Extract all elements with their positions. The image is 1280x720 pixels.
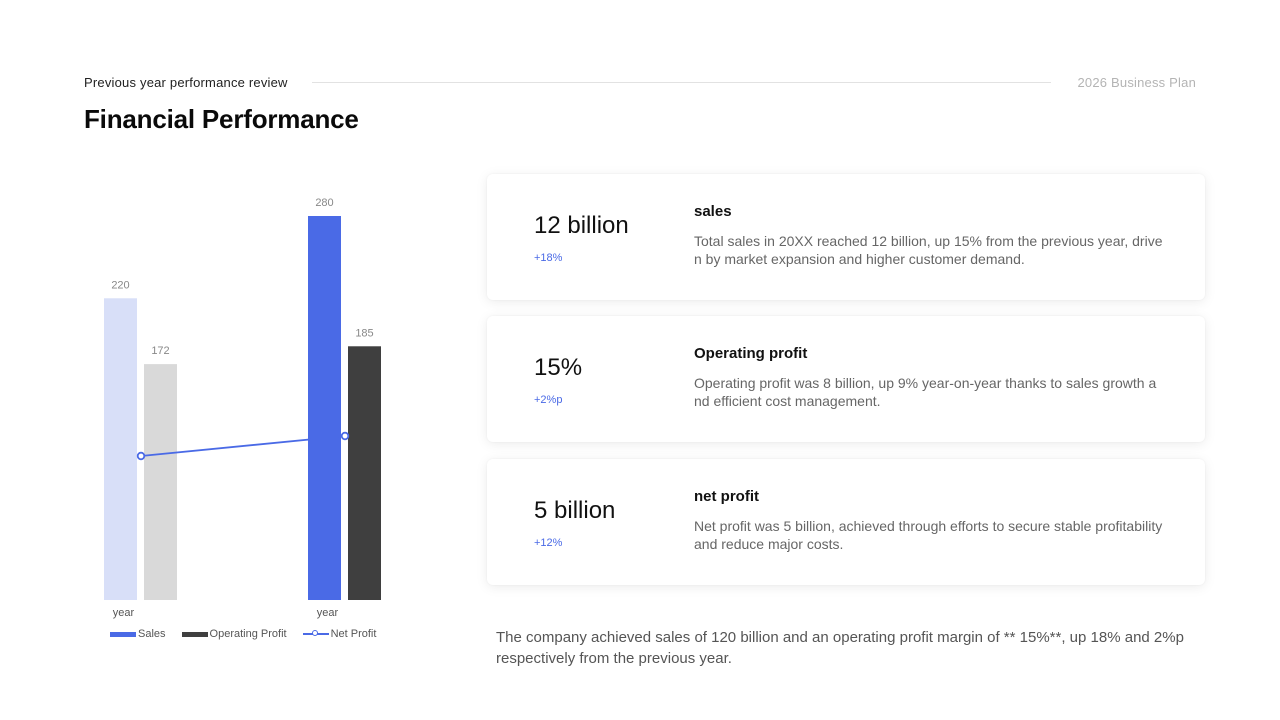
x-tick-label: year [113, 607, 135, 619]
kpi-description: Total sales in 20XX reached 12 billion, … [694, 233, 1163, 267]
legend-swatch-net-profit [302, 630, 329, 636]
chart-legend: Sales Operating Profit Net Profit [110, 628, 392, 640]
data-label: 185 [355, 327, 373, 339]
legend-item-operating-profit: Operating Profit [181, 628, 287, 640]
bar-sales-1 [308, 216, 341, 600]
page-subtitle: Previous year performance review [84, 75, 288, 90]
legend-swatch-sales [110, 631, 136, 637]
kpi-description: Operating profit was 8 billion, up 9% ye… [694, 375, 1157, 409]
header-right-label: 2026 Business Plan [1077, 75, 1196, 90]
kpi-title: net profit [694, 488, 759, 505]
kpi-title: sales [694, 203, 732, 220]
legend-item-sales: Sales [110, 628, 166, 640]
kpi-value: 5 billion [534, 497, 616, 524]
data-label: 172 [151, 345, 169, 357]
net-profit-line [140, 435, 346, 457]
financial-chart: 220 172 year 280 185 year [84, 180, 424, 655]
chart-svg: 220 172 year 280 185 year [104, 197, 381, 619]
header-divider [312, 82, 1051, 83]
legend-label-operating-profit: Operating Profit [209, 628, 287, 640]
legend-label-net-profit: Net Profit [330, 628, 377, 640]
bar-operating-profit-1 [348, 346, 381, 600]
kpi-card-net-profit: 5 billion +12% net profit Net profit was… [487, 459, 1205, 585]
page-title: Financial Performance [84, 104, 359, 134]
data-label: 280 [315, 197, 333, 209]
net-profit-point-1 [340, 431, 350, 441]
data-label: 220 [111, 279, 129, 291]
kpi-change: +18% [534, 252, 563, 264]
legend-swatch-operating-profit [181, 631, 208, 637]
kpi-value: 15% [534, 354, 583, 381]
bar-operating-profit-0 [144, 364, 177, 600]
legend-label-sales: Sales [138, 628, 166, 640]
summary-text: The company achieved sales of 120 billio… [496, 629, 1184, 667]
kpi-description: Net profit was 5 billion, achieved throu… [694, 518, 1163, 552]
legend-item-net-profit: Net Profit [302, 628, 377, 640]
kpi-change: +2%p [534, 394, 563, 406]
kpi-value: 12 billion [534, 212, 629, 239]
x-tick-label: year [317, 607, 339, 619]
kpi-card-sales: 12 billion +18% sales Total sales in 20X… [487, 174, 1205, 300]
kpi-title: Operating profit [694, 345, 808, 362]
kpi-card-operating-profit: 15% +2%p Operating profit Operating prof… [487, 316, 1205, 442]
kpi-change: +12% [534, 537, 563, 549]
net-profit-point-0 [136, 451, 146, 461]
bar-sales-0 [104, 298, 137, 600]
